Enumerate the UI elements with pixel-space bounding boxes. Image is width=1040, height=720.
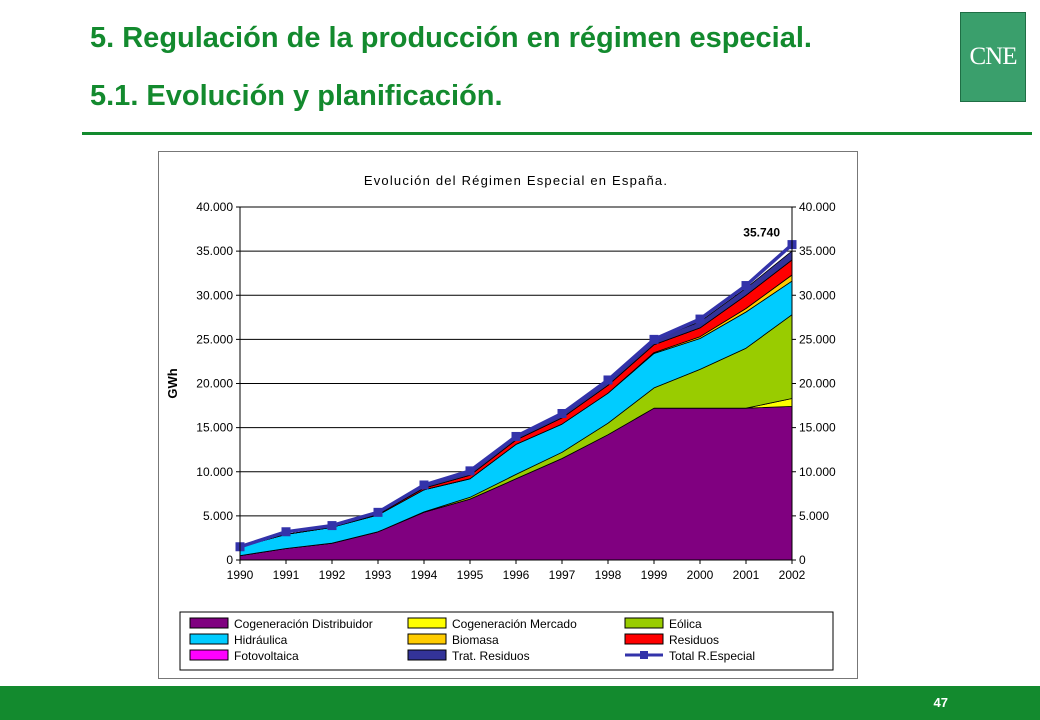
y2-tick-label: 40.000 bbox=[799, 200, 836, 214]
y-axis-label: GWh bbox=[165, 368, 180, 398]
x-tick-label: 2000 bbox=[687, 568, 714, 582]
page-number: 47 bbox=[933, 695, 948, 710]
legend-swatch bbox=[189, 617, 229, 629]
x-tick-label: 1994 bbox=[411, 568, 438, 582]
legend-label: Cogeneración Distribuidor bbox=[234, 617, 373, 631]
legend-swatch-marker bbox=[640, 651, 648, 659]
legend-label: Hidráulica bbox=[234, 633, 288, 647]
legend-swatch bbox=[624, 633, 664, 645]
y-tick-label: 30.000 bbox=[196, 288, 233, 302]
y-tick-label: 35.000 bbox=[196, 244, 233, 258]
legend-swatch bbox=[624, 617, 664, 629]
total-series-marker bbox=[741, 281, 751, 291]
legend-swatch bbox=[407, 649, 447, 661]
total-series-marker bbox=[419, 480, 429, 490]
x-tick-label: 1998 bbox=[595, 568, 622, 582]
total-series-marker bbox=[511, 431, 521, 441]
y2-tick-label: 25.000 bbox=[799, 332, 836, 346]
total-series-marker bbox=[373, 507, 383, 517]
y2-tick-label: 15.000 bbox=[799, 421, 836, 435]
x-tick-label: 1996 bbox=[503, 568, 530, 582]
total-series-marker bbox=[603, 375, 613, 385]
x-tick-label: 2002 bbox=[779, 568, 806, 582]
y2-tick-label: 0 bbox=[799, 553, 806, 567]
legend-label: Eólica bbox=[669, 617, 702, 631]
x-tick-label: 1990 bbox=[227, 568, 254, 582]
legend-label: Fotovoltaica bbox=[234, 649, 299, 663]
total-series-marker bbox=[649, 334, 659, 344]
title-underline bbox=[82, 132, 1032, 135]
data-label: 35.740 bbox=[743, 226, 780, 240]
y-tick-label: 5.000 bbox=[203, 509, 233, 523]
x-tick-label: 1999 bbox=[641, 568, 668, 582]
cne-logo: CNE bbox=[960, 12, 1026, 102]
y-tick-label: 20.000 bbox=[196, 377, 233, 391]
footer-bar: 47 bbox=[0, 686, 1040, 720]
total-series-marker bbox=[695, 314, 705, 324]
legend-label: Total R.Especial bbox=[669, 649, 755, 663]
x-tick-label: 2001 bbox=[733, 568, 760, 582]
legend-label: Trat. Residuos bbox=[452, 649, 530, 663]
y2-tick-label: 5.000 bbox=[799, 509, 829, 523]
legend-swatch bbox=[189, 633, 229, 645]
cne-logo-text: CNE bbox=[969, 43, 1018, 70]
y-tick-label: 0 bbox=[226, 553, 233, 567]
x-tick-label: 1997 bbox=[549, 568, 576, 582]
legend-swatch bbox=[407, 617, 447, 629]
legend-box bbox=[179, 611, 834, 671]
regimen-especial-chart: Evolución del Régimen Especial en España… bbox=[165, 173, 836, 671]
legend-label: Residuos bbox=[669, 633, 719, 647]
y2-tick-label: 10.000 bbox=[799, 465, 836, 479]
y-tick-label: 40.000 bbox=[196, 200, 233, 214]
total-series-marker bbox=[465, 466, 475, 476]
slide-title: 5. Regulación de la producción en régime… bbox=[90, 22, 812, 54]
x-tick-label: 1993 bbox=[365, 568, 392, 582]
chart-frame: Evolución del Régimen Especial en España… bbox=[158, 151, 858, 679]
y-tick-label: 10.000 bbox=[196, 465, 233, 479]
chart-title: Evolución del Régimen Especial en España… bbox=[364, 173, 668, 188]
total-series-marker bbox=[327, 521, 337, 531]
y-tick-label: 25.000 bbox=[196, 332, 233, 346]
y2-tick-label: 30.000 bbox=[799, 288, 836, 302]
legend-swatch bbox=[407, 633, 447, 645]
x-tick-label: 1992 bbox=[319, 568, 346, 582]
y-tick-label: 15.000 bbox=[196, 421, 233, 435]
x-tick-label: 1991 bbox=[273, 568, 300, 582]
y2-tick-label: 20.000 bbox=[799, 377, 836, 391]
y2-tick-label: 35.000 bbox=[799, 244, 836, 258]
legend-label: Biomasa bbox=[452, 633, 499, 647]
legend-label: Cogeneración Mercado bbox=[452, 617, 577, 631]
total-series-marker bbox=[557, 409, 567, 419]
legend-swatch bbox=[189, 649, 229, 661]
slide-subtitle: 5.1. Evolución y planificación. bbox=[90, 80, 503, 112]
total-series-marker bbox=[281, 527, 291, 537]
x-tick-label: 1995 bbox=[457, 568, 484, 582]
